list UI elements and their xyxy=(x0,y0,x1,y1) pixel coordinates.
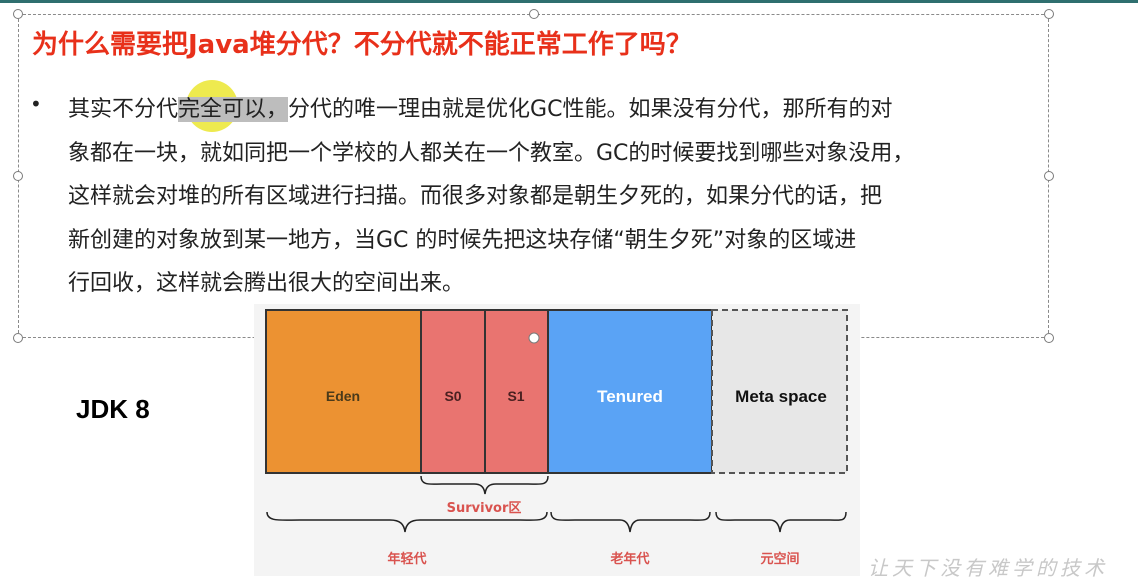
body-paragraph[interactable]: 其实不分代完全可以，分代的唯一理由就是优化GC性能。如果没有分代，那所有的对 象… xyxy=(68,88,1048,306)
bullet-point: • xyxy=(30,92,42,116)
resize-handle-bottom-right[interactable] xyxy=(1044,333,1054,343)
paragraph-line-3: 这样就会对堆的所有区域进行扫描。而很多对象都是朝生夕死的，如果分代的话，把 xyxy=(68,184,883,209)
paragraph-line-2: 象都在一块，就如同把一个学校的人都关在一个教室。GC的时候要找到哪些对象没用， xyxy=(68,140,915,166)
tenured-block xyxy=(547,309,713,474)
metaspace-label: Meta space xyxy=(735,387,827,406)
resize-handle-top-right[interactable] xyxy=(1044,9,1054,19)
resize-handle-bottom-left[interactable] xyxy=(13,333,23,343)
metaspace-block xyxy=(711,309,848,474)
paragraph-line-1: 其实不分代完全可以，分代的唯一理由就是优化GC性能。如果没有分代，那所有的对 xyxy=(68,88,1048,132)
metaspace-group-label: 元空间 xyxy=(760,551,799,567)
paragraph-line-5: 行回收，这样就会腾出很大的空间出来。 xyxy=(68,271,465,296)
survivor-label: Survivor区 xyxy=(447,501,522,516)
rotate-handle[interactable] xyxy=(528,332,540,344)
selected-text: 完全可以， xyxy=(178,97,289,122)
s0-label: S0 xyxy=(444,388,461,404)
metaspace-brace xyxy=(715,511,847,533)
old-gen-brace xyxy=(550,511,711,533)
s1-label: S1 xyxy=(507,388,524,404)
old-gen-label: 老年代 xyxy=(609,551,649,567)
s1-block xyxy=(484,309,549,474)
young-gen-label: 年轻代 xyxy=(387,551,426,567)
young-gen-brace xyxy=(266,511,548,533)
slide-title: 为什么需要把Java堆分代？不分代就不能正常工作了吗？ xyxy=(32,30,692,60)
resize-handle-middle-right[interactable] xyxy=(1044,171,1054,181)
survivor-brace xyxy=(420,475,549,495)
tenured-label: Tenured xyxy=(597,387,663,406)
resize-handle-top-left[interactable] xyxy=(13,9,23,19)
s0-block xyxy=(420,309,486,474)
resize-handle-middle-left[interactable] xyxy=(13,171,23,181)
eden-label: Eden xyxy=(326,388,360,404)
text-segment: 其实不分代 xyxy=(68,97,179,122)
eden-block xyxy=(265,309,422,474)
window-top-border xyxy=(0,0,1138,3)
watermark-text: 让天下没有难学的技术 xyxy=(868,556,1108,580)
jdk-version-label: JDK 8 xyxy=(76,394,150,424)
text-segment: 分代的唯一理由就是优化GC性能。如果没有分代，那所有的对 xyxy=(288,97,893,122)
paragraph-line-4: 新创建的对象放到某一地方，当GC 的时候先把这块存储“朝生夕死”对象的区域进 xyxy=(68,227,857,253)
resize-handle-top-middle[interactable] xyxy=(529,9,539,19)
